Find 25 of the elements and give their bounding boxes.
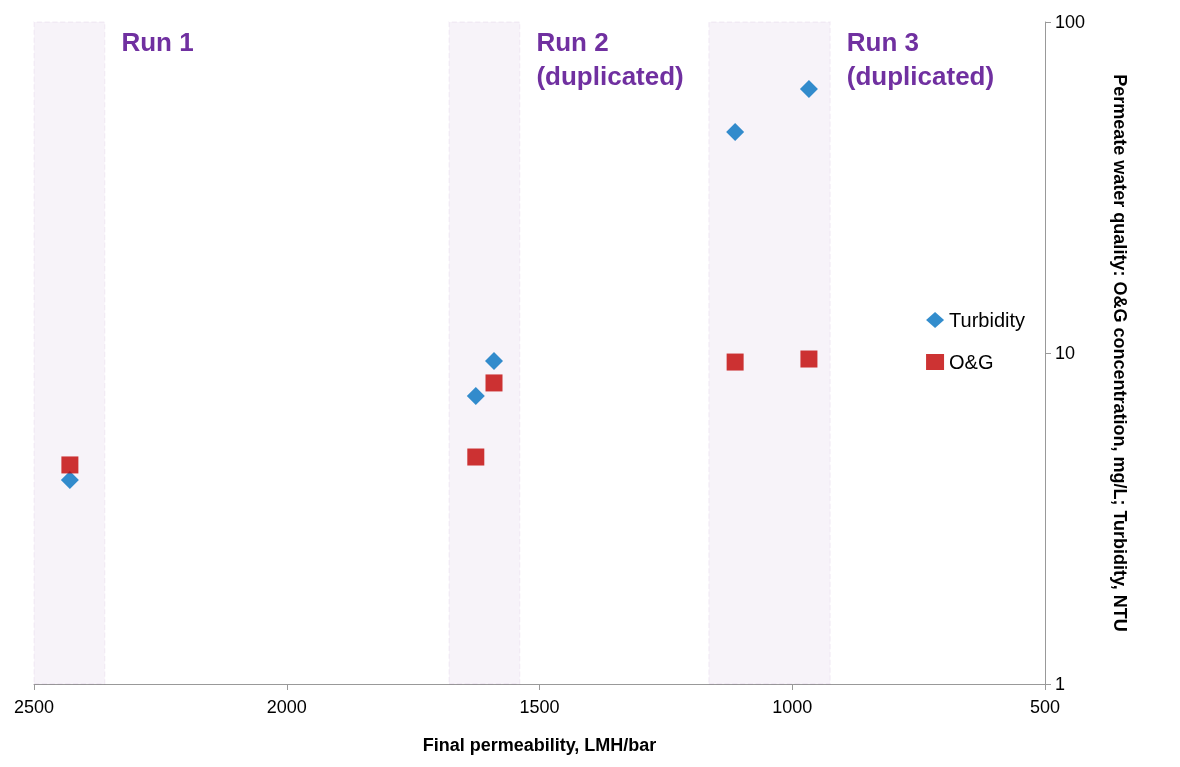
band-label: Run 1 bbox=[121, 27, 194, 58]
x-tick-label: 500 bbox=[1029, 697, 1061, 717]
point bbox=[61, 456, 79, 474]
point bbox=[800, 350, 818, 368]
point bbox=[60, 471, 79, 490]
point bbox=[466, 387, 485, 406]
y-axis-title: Permeate water quality: O&G concentration, mg/L; Turbidity, NTU bbox=[1110, 74, 1130, 632]
point bbox=[467, 448, 485, 466]
x-tick-label: 2000 bbox=[266, 697, 307, 717]
x-tick-label: 1500 bbox=[519, 697, 560, 717]
legend-label: O&G bbox=[949, 351, 994, 373]
y-tick-label: 10 bbox=[1055, 343, 1076, 363]
y-tick-label: 1 bbox=[1055, 674, 1066, 694]
y-tick-label: 100 bbox=[1055, 12, 1086, 32]
point bbox=[485, 374, 503, 392]
point bbox=[726, 123, 745, 142]
band-label: Run 2 (duplicated) bbox=[536, 27, 684, 92]
x-tick-label: 2500 bbox=[13, 697, 55, 717]
x-axis-title: Final permeability, LMH/bar bbox=[422, 735, 657, 755]
x-tick-label: 1000 bbox=[772, 697, 813, 717]
legend-label: Turbidity bbox=[949, 309, 1026, 331]
point bbox=[726, 353, 744, 371]
band-label: Run 3 (duplicated) bbox=[846, 27, 995, 92]
point bbox=[485, 351, 504, 370]
point bbox=[799, 79, 818, 98]
